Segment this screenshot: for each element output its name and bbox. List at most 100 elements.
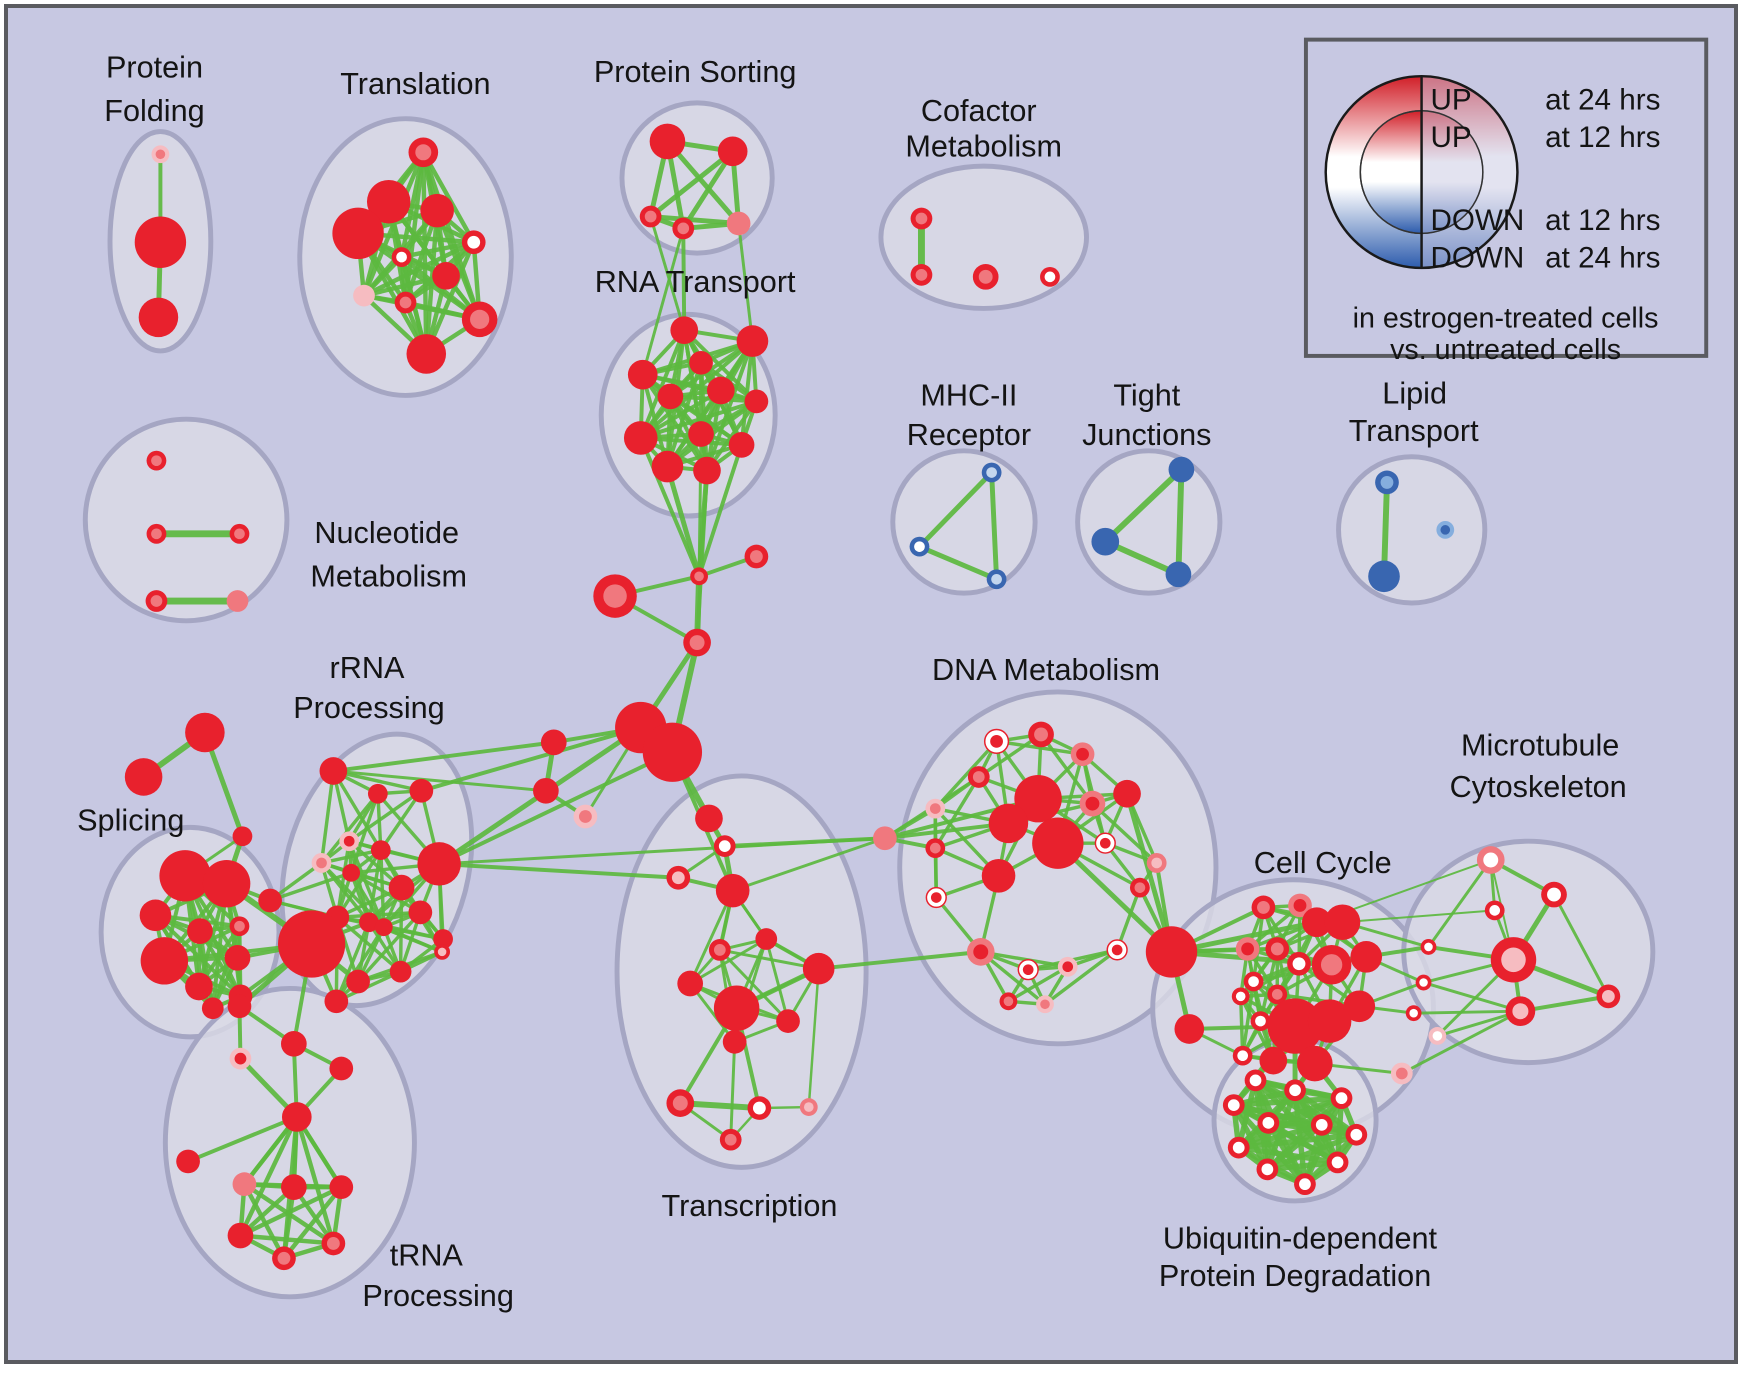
node-t2[interactable] bbox=[366, 179, 411, 224]
node-dm21[interactable] bbox=[999, 992, 1018, 1011]
node-h9[interactable] bbox=[573, 804, 598, 829]
node-sp5[interactable] bbox=[229, 916, 250, 937]
node-tn4[interactable] bbox=[329, 1056, 354, 1081]
node-cc14[interactable] bbox=[1267, 998, 1323, 1054]
node-rr19[interactable] bbox=[389, 960, 412, 983]
node-r1[interactable] bbox=[670, 316, 699, 345]
node-tx7[interactable] bbox=[677, 970, 704, 997]
node-cf3[interactable] bbox=[972, 263, 999, 290]
node-rr5[interactable] bbox=[311, 853, 332, 873]
node-dm7[interactable] bbox=[1079, 790, 1106, 817]
node-r10[interactable] bbox=[728, 432, 755, 458]
node-sb4[interactable] bbox=[1428, 1027, 1447, 1045]
node-dm4[interactable] bbox=[967, 766, 990, 788]
node-tx11[interactable] bbox=[722, 1029, 747, 1054]
node-cc6[interactable] bbox=[1265, 937, 1290, 961]
node-dm20[interactable] bbox=[1106, 939, 1128, 961]
node-t3[interactable] bbox=[420, 193, 454, 228]
node-mc5[interactable] bbox=[1596, 984, 1621, 1009]
node-cc13[interactable] bbox=[1250, 1011, 1271, 1031]
node-dm3[interactable] bbox=[1070, 742, 1095, 767]
node-sb1[interactable] bbox=[1420, 939, 1437, 955]
node-t5[interactable] bbox=[461, 230, 486, 255]
node-h7[interactable] bbox=[540, 729, 567, 756]
node-rr10[interactable] bbox=[408, 900, 433, 925]
node-dm14[interactable] bbox=[1146, 853, 1167, 873]
node-dm18[interactable] bbox=[1017, 959, 1039, 981]
node-tn9[interactable] bbox=[329, 1175, 354, 1199]
node-dm9[interactable] bbox=[988, 803, 1029, 844]
node-rr1[interactable] bbox=[319, 757, 348, 785]
node-h6[interactable] bbox=[642, 722, 703, 782]
node-tx12[interactable] bbox=[666, 1089, 695, 1117]
node-h2[interactable] bbox=[744, 544, 769, 569]
node-tx6[interactable] bbox=[708, 939, 731, 961]
node-dm13[interactable] bbox=[981, 858, 1016, 893]
node-ub1[interactable] bbox=[1244, 1069, 1267, 1092]
node-cc1[interactable] bbox=[1251, 895, 1276, 920]
node-cc2[interactable] bbox=[1288, 893, 1312, 918]
node-lp2[interactable] bbox=[1436, 520, 1455, 539]
node-tn10[interactable] bbox=[227, 1222, 254, 1249]
node-dm19[interactable] bbox=[1057, 956, 1078, 977]
node-cc10[interactable] bbox=[1243, 971, 1264, 992]
node-tn1[interactable] bbox=[227, 994, 252, 1019]
node-tx1[interactable] bbox=[695, 804, 723, 833]
node-dm6[interactable] bbox=[1014, 774, 1062, 823]
node-cc11[interactable] bbox=[1267, 984, 1288, 1005]
node-x3[interactable] bbox=[232, 826, 253, 847]
node-tx5[interactable] bbox=[755, 928, 778, 950]
node-dm12[interactable] bbox=[1094, 832, 1116, 854]
node-ub8[interactable] bbox=[1227, 1136, 1250, 1159]
node-cf2[interactable] bbox=[910, 263, 933, 286]
node-tx3[interactable] bbox=[666, 865, 691, 890]
node-rr12[interactable] bbox=[359, 912, 379, 933]
node-tn7[interactable] bbox=[232, 1172, 257, 1197]
node-cf1[interactable] bbox=[910, 207, 933, 230]
node-pf1[interactable] bbox=[151, 145, 170, 164]
node-n2[interactable] bbox=[146, 523, 167, 544]
node-s2[interactable] bbox=[717, 136, 748, 167]
node-tx15[interactable] bbox=[719, 1128, 742, 1151]
node-tx4[interactable] bbox=[715, 873, 750, 908]
node-pk1[interactable] bbox=[1390, 1062, 1413, 1085]
node-rr4[interactable] bbox=[339, 831, 360, 852]
node-s5[interactable] bbox=[726, 211, 751, 236]
node-tx13[interactable] bbox=[747, 1096, 772, 1120]
node-x1[interactable] bbox=[185, 712, 225, 753]
node-x2[interactable] bbox=[124, 758, 163, 796]
node-sp1[interactable] bbox=[159, 850, 211, 902]
node-tx9[interactable] bbox=[802, 952, 835, 985]
node-sb2[interactable] bbox=[1415, 974, 1432, 991]
node-mc2[interactable] bbox=[1541, 881, 1567, 908]
node-rr14[interactable] bbox=[433, 929, 453, 949]
node-cc16[interactable] bbox=[1343, 990, 1376, 1023]
node-tn5[interactable] bbox=[281, 1102, 312, 1132]
node-tj1[interactable] bbox=[1168, 456, 1195, 483]
node-rr20[interactable] bbox=[324, 989, 349, 1014]
node-tx2[interactable] bbox=[713, 835, 736, 858]
node-rr18[interactable] bbox=[346, 969, 370, 994]
node-ub6[interactable] bbox=[1310, 1113, 1333, 1136]
node-cc19[interactable] bbox=[1297, 1045, 1333, 1082]
node-cc15[interactable] bbox=[1307, 999, 1352, 1043]
node-m2[interactable] bbox=[909, 536, 930, 557]
node-s1[interactable] bbox=[649, 123, 686, 160]
node-m3[interactable] bbox=[986, 569, 1007, 590]
node-dm0[interactable] bbox=[873, 826, 897, 851]
node-t4[interactable] bbox=[332, 207, 384, 260]
node-rr17[interactable] bbox=[258, 888, 282, 913]
node-h1[interactable] bbox=[690, 567, 708, 586]
node-sp4[interactable] bbox=[187, 918, 213, 944]
node-mc1[interactable] bbox=[1476, 846, 1505, 874]
node-dm5[interactable] bbox=[925, 798, 946, 819]
node-tj2[interactable] bbox=[1091, 527, 1120, 556]
node-dm22[interactable] bbox=[1036, 995, 1054, 1014]
node-s4[interactable] bbox=[672, 217, 695, 240]
node-cc12[interactable] bbox=[1231, 987, 1250, 1006]
node-mc6[interactable] bbox=[1505, 996, 1536, 1027]
node-r3[interactable] bbox=[627, 359, 658, 390]
node-n1[interactable] bbox=[146, 450, 167, 471]
node-dm8[interactable] bbox=[1113, 779, 1141, 808]
node-cc4[interactable] bbox=[1324, 904, 1361, 941]
